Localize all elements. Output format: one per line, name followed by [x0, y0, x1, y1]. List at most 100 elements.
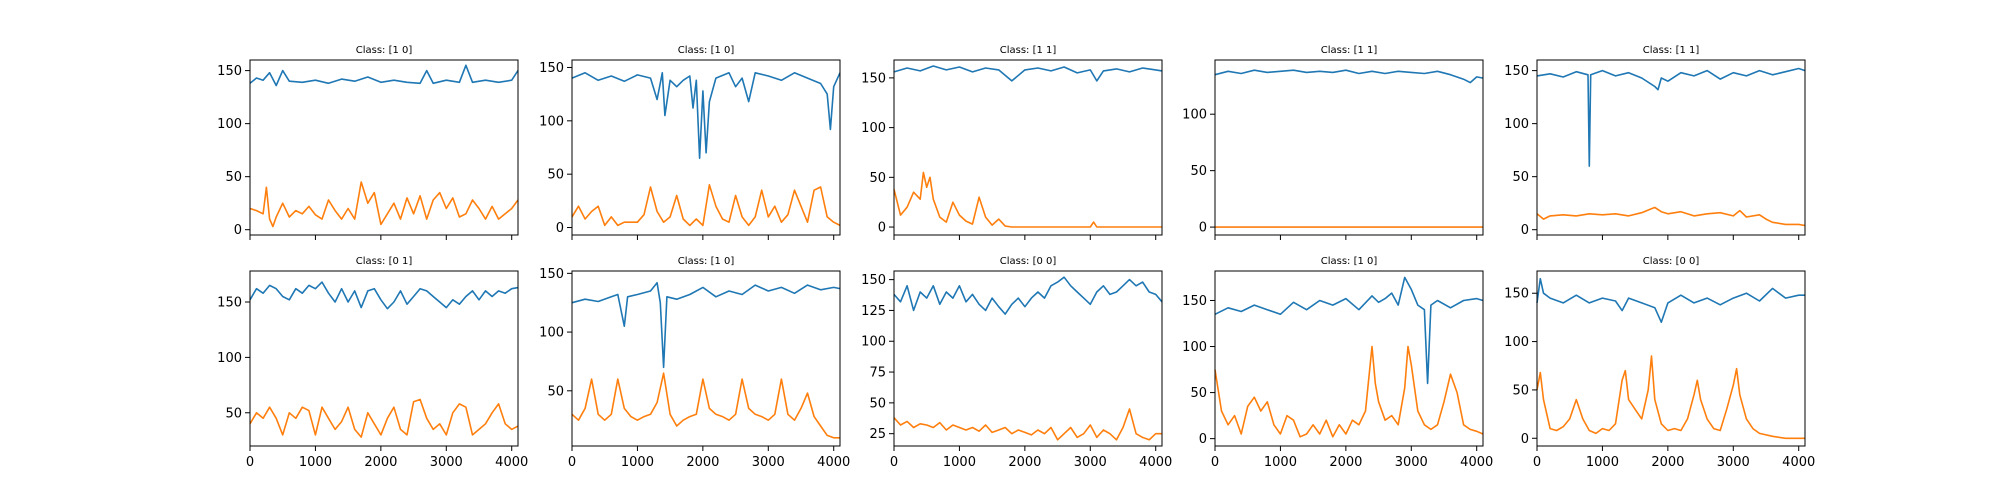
x-tick-label: 3000 [1395, 455, 1428, 470]
plot-frame [571, 59, 841, 236]
subplot-title: Class: [0 1] [356, 256, 413, 267]
series-line-1 [571, 72, 841, 159]
series-line-2 [571, 184, 841, 227]
x-tick-label: 1000 [299, 455, 332, 470]
series-line-2 [1536, 206, 1806, 227]
y-tick-label: 0 [1199, 221, 1207, 236]
y-tick-label: 125 [861, 304, 886, 319]
y-tick-label: 150 [217, 296, 242, 311]
y-tick-label: 100 [861, 335, 886, 350]
y-tick-label: 50 [1190, 386, 1207, 401]
series-line-2 [571, 372, 840, 439]
x-tick-label: 2000 [686, 455, 719, 470]
y-tick-label: 150 [861, 273, 886, 288]
series-line-1 [249, 64, 519, 87]
y-tick-label: 0 [556, 221, 564, 236]
y-tick-label: 75 [869, 366, 886, 381]
y-tick-label: 150 [861, 71, 886, 86]
y-tick-label: 50 [225, 406, 242, 421]
x-tick-label: 3000 [1074, 455, 1107, 470]
y-tick-label: 50 [1512, 170, 1529, 185]
x-tick-label: 2000 [1329, 455, 1362, 470]
y-tick-label: 50 [869, 171, 886, 186]
y-tick-label: 50 [225, 170, 242, 185]
y-tick-label: 0 [1199, 432, 1207, 447]
series-line-2 [1536, 355, 1805, 440]
y-tick-label: 100 [861, 121, 886, 136]
y-tick-label: 50 [1512, 383, 1529, 398]
y-tick-label: 100 [1182, 340, 1207, 355]
series-line-2 [249, 181, 519, 228]
x-tick-label: 0 [246, 455, 254, 470]
y-tick-label: 50 [1190, 164, 1207, 179]
y-tick-label: 150 [1182, 294, 1207, 309]
x-tick-label: 4000 [1139, 455, 1172, 470]
x-tick-label: 3000 [752, 455, 785, 470]
series-line-1 [249, 281, 519, 310]
series-line-2 [249, 398, 519, 438]
plot-frame [571, 270, 841, 447]
y-tick-label: 50 [869, 396, 886, 411]
series-line-1 [893, 276, 1163, 315]
x-tick-label: 0 [568, 455, 576, 470]
subplot-7: Class: [1 0] 50 100 150 0 1000 2000 3000 4000 [539, 256, 850, 470]
x-tick-label: 2000 [1008, 455, 1041, 470]
x-tick-label: 0 [1211, 455, 1219, 470]
subplot-2: Class: [1 0] 0 50 100 150 [539, 45, 841, 240]
series-line-2 [893, 408, 1162, 441]
subplot-5: Class: [1 1] 0 50 100 150 [1504, 45, 1806, 240]
plot-frame [1536, 59, 1806, 236]
y-tick-label: 100 [1182, 108, 1207, 123]
plot-frame [1536, 270, 1806, 447]
x-tick-label: 4000 [495, 455, 528, 470]
y-tick-label: 100 [1504, 335, 1529, 350]
series-line-1 [1536, 67, 1806, 167]
x-tick-label: 3000 [1717, 455, 1750, 470]
x-tick-label: 0 [890, 455, 898, 470]
series-line-1 [571, 281, 841, 369]
y-tick-label: 50 [547, 168, 564, 183]
x-tick-label: 1000 [621, 455, 654, 470]
plot-frame [1214, 270, 1484, 447]
series-line-1 [1536, 277, 1805, 323]
y-tick-label: 100 [1504, 117, 1529, 132]
subplot-9: Class: [1 0] 0 50 100 150 0 1000 2000 3000 4000 [1182, 256, 1493, 470]
subplot-title: Class: [1 0] [678, 256, 735, 267]
subplot-6: Class: [0 1] 50 100 150 0 1000 2000 3000 4000 [217, 256, 528, 470]
series-line-2 [1214, 345, 1484, 438]
subplot-title: Class: [0 0] [1643, 256, 1700, 267]
x-tick-label: 4000 [1460, 455, 1493, 470]
x-tick-label: 4000 [1782, 455, 1815, 470]
x-tick-label: 2000 [1651, 455, 1684, 470]
y-tick-label: 100 [539, 326, 564, 341]
y-tick-label: 0 [1521, 223, 1529, 238]
subplot-title: Class: [1 0] [678, 45, 735, 56]
y-tick-label: 50 [547, 384, 564, 399]
subplot-title: Class: [0 0] [1000, 256, 1057, 267]
y-tick-label: 0 [234, 223, 242, 238]
x-tick-label: 1000 [1264, 455, 1297, 470]
subplot-title: Class: [1 1] [1643, 45, 1700, 56]
subplot-4: Class: [1 1] 0 50 100 [1182, 45, 1484, 240]
subplot-title: Class: [1 1] [1000, 45, 1057, 56]
plot-frame [893, 59, 1163, 236]
x-tick-label: 1000 [943, 455, 976, 470]
y-tick-label: 0 [1521, 432, 1529, 447]
series-line-1 [1214, 276, 1484, 385]
plot-frame [249, 270, 519, 447]
subplot-title: Class: [1 1] [1321, 45, 1378, 56]
y-tick-label: 150 [1504, 64, 1529, 79]
x-tick-label: 3000 [430, 455, 463, 470]
series-line-2 [893, 171, 1162, 228]
y-tick-label: 100 [217, 351, 242, 366]
plot-frame [249, 59, 519, 236]
y-tick-label: 150 [1504, 287, 1529, 302]
subplot-title: Class: [1 0] [1321, 256, 1378, 267]
y-tick-label: 0 [878, 221, 886, 236]
x-tick-label: 2000 [364, 455, 397, 470]
y-tick-label: 100 [539, 114, 564, 129]
series-line-1 [1214, 69, 1484, 84]
x-tick-label: 4000 [817, 455, 850, 470]
y-tick-label: 150 [217, 64, 242, 79]
subplot-title: Class: [1 0] [356, 45, 413, 56]
